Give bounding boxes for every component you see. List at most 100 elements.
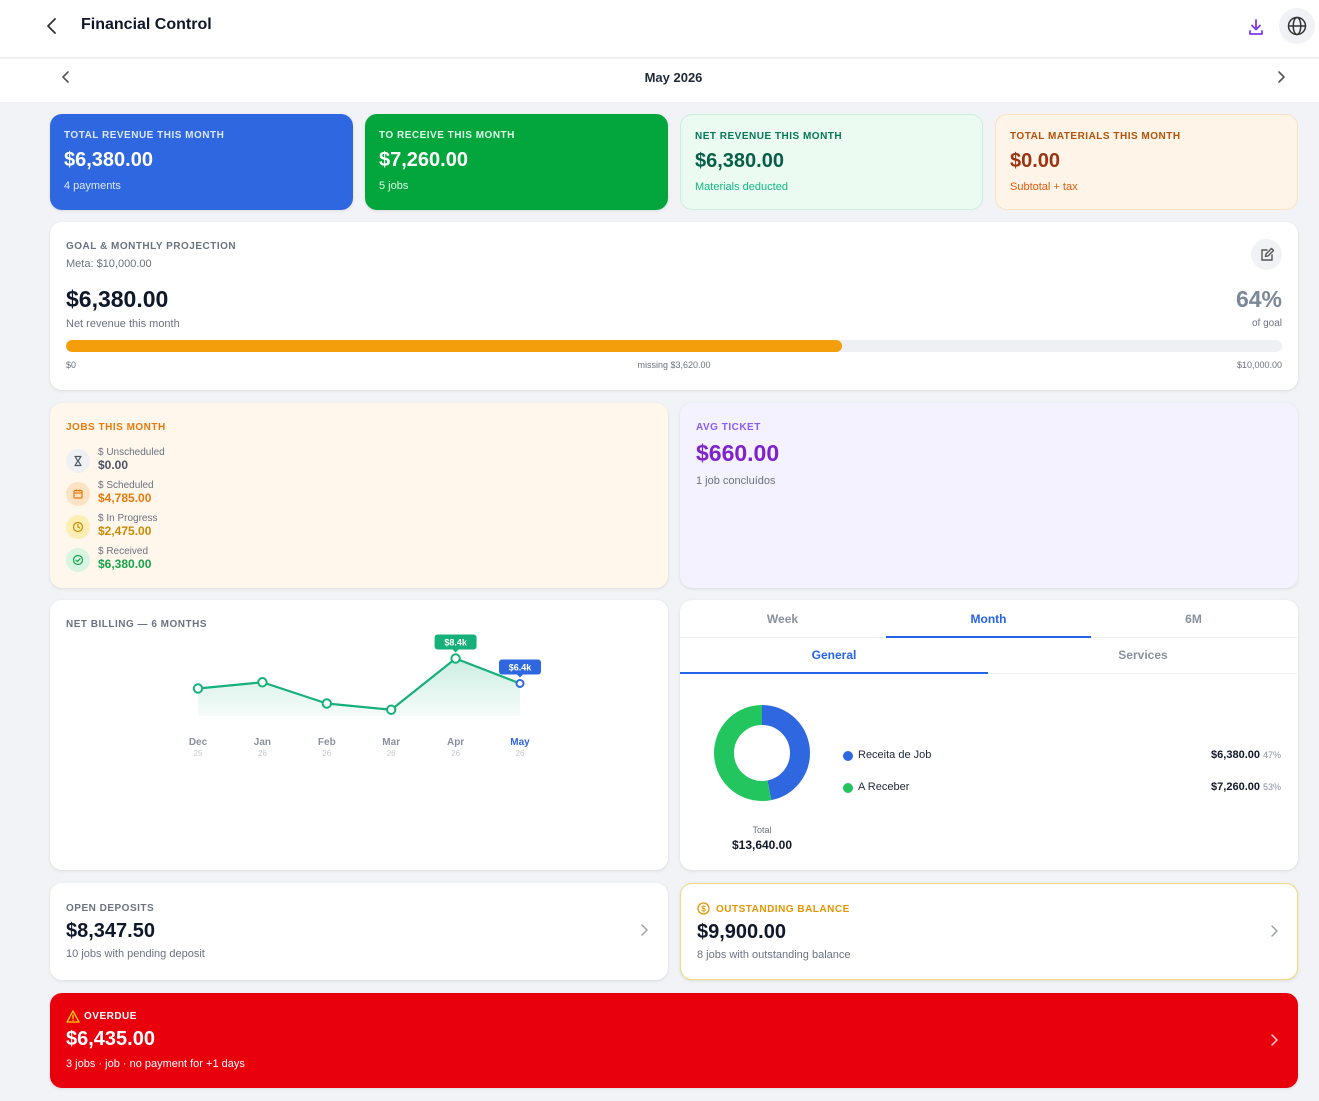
- goal-percent-sub: of goal: [1251, 318, 1282, 329]
- to-receive-card: TO RECEIVE THIS MONTH $7,260.00 5 jobs: [365, 114, 668, 210]
- chart-x-year: 26: [322, 749, 331, 758]
- chart-point[interactable]: [192, 683, 204, 694]
- legend-dot: [843, 783, 853, 793]
- kpi-label: TOTAL REVENUE THIS MONTH: [64, 130, 225, 141]
- job-status-label: $ Unscheduled: [98, 447, 165, 458]
- legend-item-to-receive: A Receber $7,260.00 53%: [843, 780, 1281, 796]
- goal-percent: 64%: [1235, 286, 1282, 312]
- goal-axis-min: $0: [66, 360, 77, 370]
- kpi-label: TOTAL MATERIALS THIS MONTH: [1010, 131, 1181, 142]
- goal-projection-card: GOAL & MONTHLY PROJECTION Meta: $10,000.…: [50, 222, 1298, 390]
- job-status-value: $4,785.00: [98, 491, 152, 505]
- chart-x-label: Dec: [189, 737, 208, 748]
- legend-value: $6,380.00 47%: [1211, 749, 1281, 761]
- current-month-label: May 2026: [644, 70, 703, 85]
- legend-value: $7,260.00 53%: [1211, 781, 1281, 793]
- job-status-value: $2,475.00: [98, 524, 152, 538]
- chart-x-label: May: [510, 737, 530, 748]
- chart-x-year: 26: [516, 749, 525, 758]
- kpi-sub: 5 jobs: [379, 180, 409, 192]
- month-selector: May 2026: [0, 59, 1319, 102]
- donut-total-value: $13,640.00: [731, 838, 793, 852]
- legend-name: A Receber: [858, 781, 910, 793]
- chart-data-label: $6.4k: [499, 659, 541, 678]
- job-status-value: $0.00: [98, 458, 129, 472]
- job-status-label: $ Received: [98, 546, 149, 557]
- goal-progress-fill: [66, 340, 842, 352]
- chart-series-line: [197, 657, 521, 711]
- previous-month-button[interactable]: [57, 68, 75, 86]
- chevron-right-icon: [1265, 1031, 1283, 1049]
- open-deposits-card[interactable]: OPEN DEPOSITS $8,347.50 10 jobs with pen…: [50, 883, 668, 980]
- chart-point[interactable]: [386, 704, 397, 715]
- outstanding-sub: 8 jobs with outstanding balance: [697, 949, 851, 961]
- deposits-sub: 10 jobs with pending deposit: [66, 948, 205, 960]
- tab-week[interactable]: Week: [766, 612, 799, 626]
- chart-title: NET BILLING — 6 MONTHS: [66, 619, 207, 630]
- job-row-scheduled: $ Scheduled $4,785.00: [66, 480, 366, 510]
- chart-point[interactable]: [257, 677, 268, 688]
- chart-x-label: Mar: [382, 737, 400, 748]
- chart-x-year: 26: [451, 749, 460, 758]
- kpi-label: NET REVENUE THIS MONTH: [695, 131, 843, 142]
- goal-current-sub: Net revenue this month: [66, 318, 180, 330]
- avg-ticket-label: AVG TICKET: [696, 422, 761, 433]
- job-row-received: $ Received $6,380.00: [66, 546, 366, 576]
- period-tabs: Week Month 6M: [680, 600, 1297, 638]
- download-icon[interactable]: [1243, 14, 1269, 40]
- kpi-value: $6,380.00: [695, 150, 784, 172]
- overdue-sub: 3 jobs · job · no payment for +1 days: [66, 1058, 245, 1070]
- outstanding-balance-card[interactable]: $ OUTSTANDING BALANCE $9,900.00 8 jobs w…: [680, 883, 1298, 980]
- chart-point[interactable]: [515, 679, 525, 688]
- chart-x-label: Apr: [447, 737, 464, 748]
- outstanding-value: $9,900.00: [697, 921, 786, 943]
- overdue-label: OVERDUE: [84, 1011, 137, 1022]
- edit-goal-button[interactable]: [1251, 239, 1282, 270]
- donut-total-label: Total: [752, 825, 772, 835]
- deposits-value: $8,347.50: [66, 920, 155, 942]
- chart-data-label: $8.4k: [434, 634, 477, 653]
- chart-point[interactable]: [321, 698, 332, 709]
- overdue-card[interactable]: OVERDUE $6,435.00 3 jobs · job · no paym…: [50, 993, 1298, 1088]
- legend-name: Receita de Job: [858, 749, 932, 761]
- tab-6m[interactable]: 6M: [1185, 612, 1202, 626]
- kpi-value: $0.00: [1010, 150, 1061, 172]
- svg-text:$: $: [701, 904, 706, 913]
- kpi-value: $6,380.00: [64, 149, 153, 171]
- overdue-value: $6,435.00: [66, 1028, 155, 1050]
- goal-meta: Meta: $10,000.00: [66, 258, 152, 270]
- goal-progress-bar: [66, 340, 1282, 352]
- kpi-sub: Materials deducted: [695, 181, 788, 193]
- subtab-services[interactable]: Services: [1118, 648, 1168, 662]
- check-circle-icon: [66, 548, 90, 572]
- donut-slice[interactable]: [714, 705, 810, 801]
- total-materials-card: TOTAL MATERIALS THIS MONTH $0.00 Subtota…: [995, 114, 1298, 210]
- dollar-coin-icon: $: [697, 902, 710, 915]
- net-billing-chart-card: NET BILLING — 6 MONTHS Dec 25 Jan 26 Feb 26 Ma…: [50, 600, 668, 870]
- top-bar: Financial Control: [0, 0, 1319, 58]
- subtab-general[interactable]: General: [680, 638, 988, 674]
- goal-label: GOAL & MONTHLY PROJECTION: [66, 241, 237, 252]
- deposits-label: OPEN DEPOSITS: [66, 903, 155, 914]
- goal-axis-max: $10,000.00: [1236, 360, 1282, 370]
- chevron-right-icon: [635, 921, 653, 939]
- chevron-left-icon[interactable]: [38, 12, 66, 40]
- avg-ticket-value: $660.00: [696, 440, 780, 466]
- jobs-label: JOBS THIS MONTH: [66, 422, 166, 433]
- tab-month[interactable]: Month: [886, 600, 1091, 638]
- chart-x-year: 25: [194, 749, 203, 758]
- goal-axis-missing: missing $3,620.00: [637, 360, 711, 370]
- total-revenue-card: TOTAL REVENUE THIS MONTH $6,380.00 4 pay…: [50, 114, 353, 210]
- job-row-unscheduled: $ Unscheduled $0.00: [66, 447, 366, 477]
- page-title: Financial Control: [81, 16, 212, 33]
- legend-item-job-revenue: Receita de Job $6,380.00 47%: [843, 748, 1281, 764]
- warning-icon: [66, 1010, 80, 1023]
- next-month-button[interactable]: [1272, 68, 1290, 86]
- chart-point[interactable]: [450, 653, 461, 664]
- net-revenue-card: NET REVENUE THIS MONTH $6,380.00 Materia…: [680, 114, 983, 210]
- job-status-label: $ Scheduled: [98, 480, 154, 491]
- chart-x-year: 26: [387, 749, 396, 758]
- kpi-label: TO RECEIVE THIS MONTH: [379, 130, 515, 141]
- globe-icon[interactable]: [1279, 8, 1315, 44]
- chart-x-year: 26: [258, 749, 267, 758]
